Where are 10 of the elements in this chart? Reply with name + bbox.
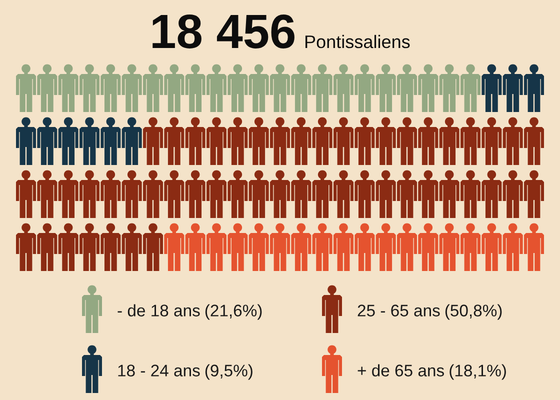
category-label: - de 18 ans <box>118 304 200 316</box>
data-label: (18,1%) <box>450 364 506 380</box>
data-label: (21,6%) <box>205 304 262 320</box>
category-label: 25 - 65 ans <box>358 304 440 316</box>
category-label: 18 - 24 ans <box>118 364 200 376</box>
data-label: (9,5%) <box>205 364 252 380</box>
category-label: + de 65 ans <box>358 364 444 376</box>
data-label: (50,8%) <box>445 304 502 320</box>
text: 18 456 <box>152 14 294 48</box>
text: Pontissaliens <box>305 34 410 48</box>
